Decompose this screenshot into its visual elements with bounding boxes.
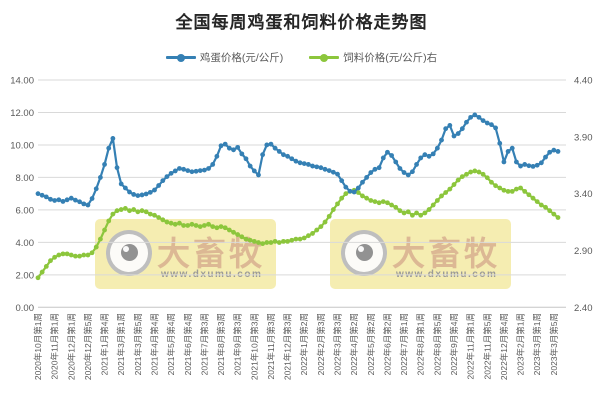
legend-label-egg: 鸡蛋价格(元/公斤) [199, 52, 284, 64]
feed-line-swatch-icon [309, 53, 340, 62]
svg-text:2023年3月第1周: 2023年3月第1周 [532, 313, 542, 375]
svg-text:2022年9月第4周: 2022年9月第4周 [449, 313, 459, 375]
svg-text:2022年2月第3周: 2022年2月第3周 [316, 313, 326, 375]
svg-text:2022年1月第2周: 2022年1月第2周 [299, 313, 309, 375]
svg-text:2022年6月第2周: 2022年6月第2周 [382, 313, 392, 375]
svg-text:2021年9月第3周: 2021年9月第3周 [233, 313, 243, 375]
svg-text:2023年3月第5周: 2023年3月第5周 [549, 313, 559, 375]
gridlines [38, 79, 566, 308]
y-axis-right-labels: 2.40 2.90 3.40 3.90 4.40 [574, 76, 593, 314]
legend-item-egg: 鸡蛋价格(元/公斤) [165, 50, 284, 65]
svg-text:8.00: 8.00 [16, 173, 35, 184]
svg-text:2020年12月第5周: 2020年12月第5周 [83, 313, 93, 380]
svg-text:2021年3月第1周: 2021年3月第1周 [116, 313, 126, 375]
chart-title: 全国每周鸡蛋和饲料价格走势图 [175, 13, 428, 32]
svg-text:2022年4月第2周: 2022年4月第2周 [349, 313, 359, 375]
svg-text:0.00: 0.00 [16, 303, 35, 314]
svg-text:3.40: 3.40 [574, 189, 593, 200]
svg-text:2022年3月第3周: 2022年3月第3周 [333, 313, 343, 375]
svg-text:2022年12月第4周: 2022年12月第4周 [499, 313, 509, 380]
watermark: 大畜牧 www.dxumu.com [95, 219, 276, 289]
svg-text:2021年1月第4周: 2021年1月第4周 [100, 313, 110, 375]
svg-text:6.00: 6.00 [16, 205, 35, 216]
svg-text:2022年11月第1周: 2022年11月第1周 [466, 313, 476, 379]
svg-text:2022年11月第5周: 2022年11月第5周 [482, 313, 492, 379]
svg-text:10.00: 10.00 [10, 140, 34, 151]
watermark: 大畜牧 www.dxumu.com [330, 219, 511, 289]
series-egg-line [35, 112, 561, 208]
svg-text:12.00: 12.00 [10, 108, 34, 119]
legend-label-feed: 饲料价格(元/公斤)右 [343, 52, 438, 64]
svg-text:2.90: 2.90 [574, 246, 593, 257]
y-axis-left-labels: 0.00 2.00 4.00 6.00 8.00 10.00 12.00 14.00 [10, 76, 34, 314]
svg-text:2022年8月第5周: 2022年8月第5周 [432, 313, 442, 375]
svg-text:2021年4月第4周: 2021年4月第4周 [149, 313, 159, 375]
watermark-brand: 大畜牧 [392, 235, 500, 272]
legend-item-feed: 饲料价格(元/公斤)右 [309, 50, 437, 65]
egg-line-swatch-icon [165, 53, 196, 62]
svg-text:2.00: 2.00 [16, 270, 35, 281]
svg-text:2020年11月第1周: 2020年11月第1周 [50, 313, 60, 379]
svg-text:2021年8月第3周: 2021年8月第3周 [216, 313, 226, 375]
svg-text:3.90: 3.90 [574, 132, 593, 143]
svg-text:2022年5月第2周: 2022年5月第2周 [366, 313, 376, 375]
svg-text:2021年3月第5周: 2021年3月第5周 [133, 313, 143, 375]
svg-text:14.00: 14.00 [10, 76, 34, 87]
watermark-brand: 大畜牧 [157, 235, 265, 272]
svg-text:2022年8月第1周: 2022年8月第1周 [416, 313, 426, 375]
eye-logo-icon [106, 230, 152, 276]
series-feed-line [35, 168, 561, 281]
svg-text:4.40: 4.40 [574, 76, 593, 87]
svg-text:2021年7月第3周: 2021年7月第3周 [199, 313, 209, 375]
svg-text:2021年12月第3周: 2021年12月第3周 [283, 313, 293, 380]
svg-text:2.40: 2.40 [574, 303, 593, 314]
svg-text:2021年11月第3周: 2021年11月第3周 [266, 313, 276, 379]
svg-text:2021年10月第3周: 2021年10月第3周 [249, 313, 259, 380]
svg-text:2021年6月第4周: 2021年6月第4周 [183, 313, 193, 375]
svg-text:4.00: 4.00 [16, 238, 35, 249]
eye-logo-icon [341, 230, 387, 276]
chart-legend: 鸡蛋价格(元/公斤) 饲料价格(元/公斤)右 [0, 50, 603, 65]
x-axis-labels: 2020年10月第1周 2020年11月第1周 2020年12月第1周 2020年12… [33, 313, 559, 380]
svg-text:2021年5月第4周: 2021年5月第4周 [166, 313, 176, 375]
svg-text:2023年2月第1周: 2023年2月第1周 [516, 313, 526, 375]
svg-text:2022年7月第1周: 2022年7月第1周 [399, 313, 409, 375]
svg-text:2020年12月第1周: 2020年12月第1周 [66, 313, 76, 380]
svg-text:2020年10月第1周: 2020年10月第1周 [33, 313, 43, 380]
